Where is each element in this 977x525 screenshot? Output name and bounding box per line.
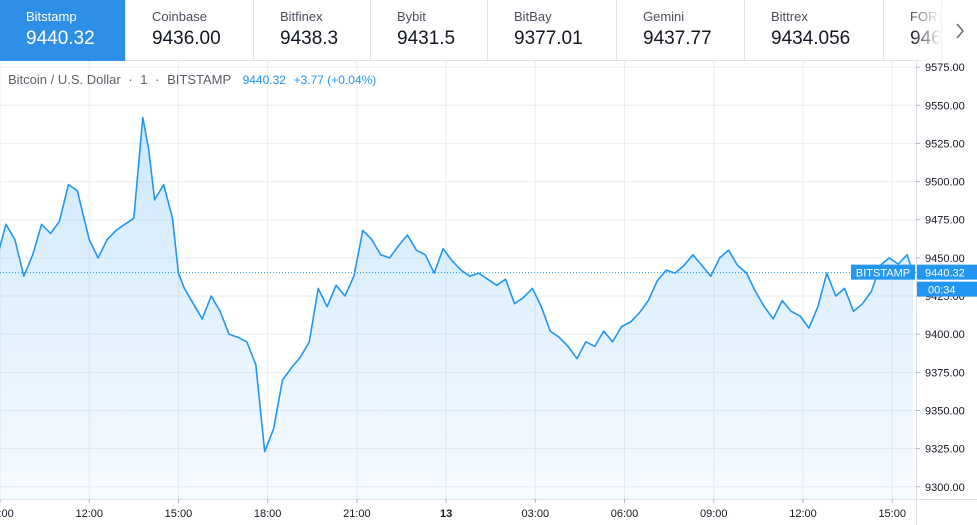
- last-price: 9440.32: [242, 73, 286, 87]
- exchange-name: Bitfinex: [280, 9, 323, 24]
- y-tick-label: 9375.00: [925, 367, 965, 379]
- exchange-name: BitBay: [514, 9, 552, 24]
- exchange-name: Bittrex: [771, 9, 808, 24]
- chart-legend: Bitcoin / U.S. Dollar · 1 · BITSTAMP 944…: [8, 72, 376, 87]
- legend-separator: ·: [128, 72, 133, 87]
- tab-bitfinex[interactable]: Bitfinex 9438.3: [254, 0, 371, 61]
- interval-label: 1: [140, 72, 148, 87]
- x-tick-label: 09:00: [0, 508, 14, 520]
- bar-countdown: 00:34: [928, 285, 956, 297]
- y-tick-label: 9325.00: [925, 444, 965, 456]
- y-tick-label: 9300.00: [925, 482, 965, 494]
- exchange-name: Coinbase: [152, 9, 207, 24]
- exchange-price: 9431.5: [397, 28, 456, 49]
- y-tick-label: 9450.00: [925, 253, 965, 265]
- chevron-right-icon: [955, 22, 964, 39]
- y-tick-label: 9400.00: [925, 329, 965, 341]
- exchange-price-tag: [851, 264, 915, 280]
- exchange-label: BITSTAMP: [167, 72, 231, 87]
- exchange-price-tag-label: BITSTAMP: [856, 268, 910, 280]
- y-tick-label: 9525.00: [925, 138, 965, 150]
- exchange-price: 9434.056: [771, 28, 851, 49]
- exchange-name: Gemini: [643, 9, 685, 24]
- x-tick-label: 18:00: [254, 508, 282, 520]
- x-tick-label: 03:00: [522, 508, 550, 520]
- exchange-price: 9438.3: [280, 28, 339, 49]
- x-tick-label: 09:00: [700, 508, 728, 520]
- scroll-tabs-right-button[interactable]: [941, 0, 977, 61]
- last-price-label: 9440.32: [925, 268, 965, 280]
- price-chart[interactable]: 9575.00 9550.00 9525.00 9500.00 9475.00 9450.…: [0, 61, 977, 525]
- x-tick-label: 13: [440, 508, 452, 520]
- price-change: +3.77 (+0.04%): [293, 73, 377, 87]
- x-tick-label: 15:00: [165, 508, 193, 520]
- y-tick-label: 9575.00: [925, 62, 965, 74]
- price-series-line: [0, 116, 914, 453]
- symbol-name: Bitcoin / U.S. Dollar: [8, 72, 121, 87]
- y-tick-label: 9550.00: [925, 100, 965, 112]
- exchange-price: 9437.77: [643, 28, 712, 49]
- tab-bybit[interactable]: Bybit 9431.5: [371, 0, 488, 61]
- tab-bitbay[interactable]: BitBay 9377.01: [488, 0, 617, 61]
- y-tick-label: 9500.00: [925, 177, 965, 189]
- y-tick-label: 9350.00: [925, 405, 965, 417]
- exchange-price: 9436.00: [152, 28, 221, 49]
- x-tick-label: 15:00: [878, 508, 906, 520]
- x-tick-label: 21:00: [343, 508, 371, 520]
- x-tick-label: 06:00: [611, 508, 639, 520]
- x-tick-label: 12:00: [789, 508, 817, 520]
- countdown-box: [917, 281, 977, 297]
- tab-bitstamp[interactable]: Bitstamp 9440.32: [0, 0, 126, 61]
- x-tick-label: 12:00: [75, 508, 103, 520]
- exchange-price: 9377.01: [514, 28, 583, 49]
- exchange-name: Bitstamp: [26, 9, 77, 24]
- exchange-price: 9440.32: [26, 28, 95, 49]
- y-tick-label: 9475.00: [925, 215, 965, 227]
- exchange-name: Bybit: [397, 9, 426, 24]
- tab-coinbase[interactable]: Coinbase 9436.00: [126, 0, 254, 61]
- last-price-box: [917, 264, 977, 280]
- price-area-fill: [0, 117, 913, 499]
- legend-separator: ·: [155, 72, 160, 87]
- exchange-tab-strip: Bitstamp 9440.32 Coinbase 9436.00 Bitfin…: [0, 0, 977, 61]
- tab-bittrex[interactable]: Bittrex 9434.056: [745, 0, 884, 61]
- tab-gemini[interactable]: Gemini 9437.77: [617, 0, 745, 61]
